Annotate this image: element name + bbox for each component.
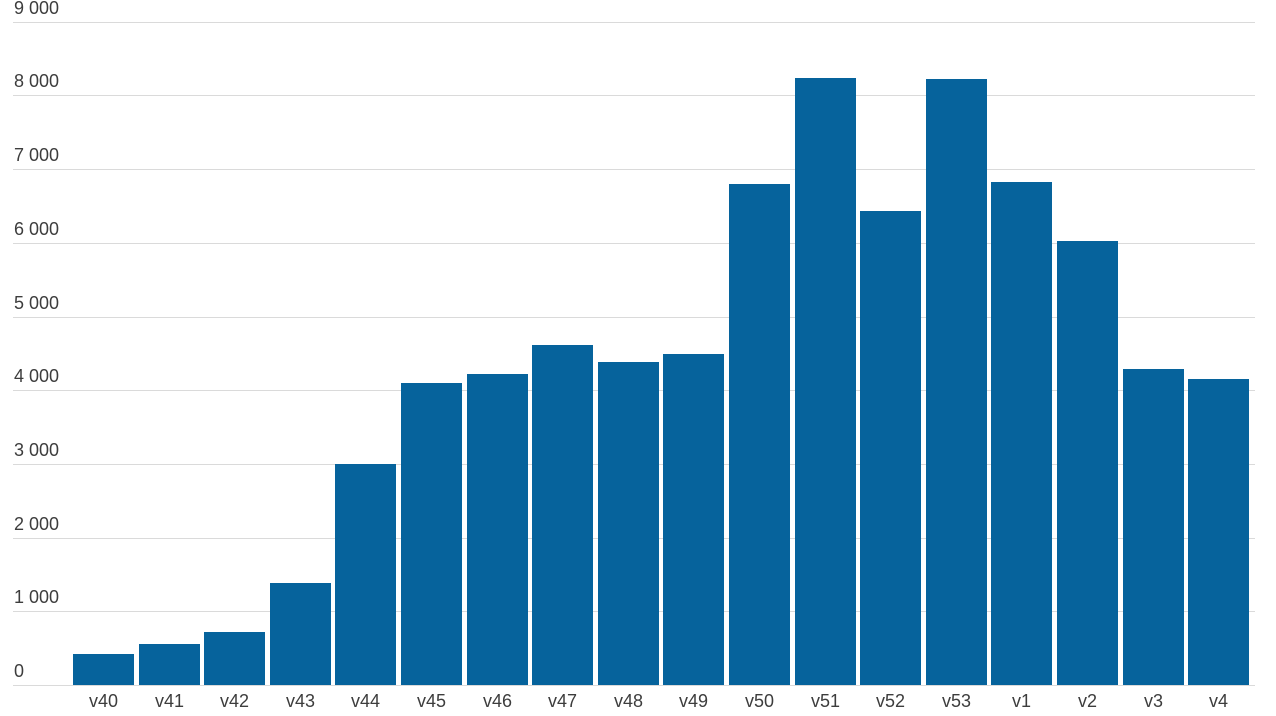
bar-v40[interactable] xyxy=(73,654,134,685)
y-axis-tick-label: 2 000 xyxy=(14,514,60,534)
x-axis-tick-label-v50: v50 xyxy=(744,691,775,711)
y-axis-tick-label: 5 000 xyxy=(14,293,60,313)
bar-v53[interactable] xyxy=(926,79,987,685)
y-axis-tick-label: 9 000 xyxy=(14,0,60,18)
bar-v48[interactable] xyxy=(598,362,659,685)
x-axis-tick-label-v47: v47 xyxy=(547,691,578,711)
y-axis-tick-label: 4 000 xyxy=(14,366,60,386)
x-axis-tick-label-v44: v44 xyxy=(350,691,381,711)
bar-v42[interactable] xyxy=(204,632,265,685)
bar-v46[interactable] xyxy=(467,374,528,685)
y-axis-tick-label: 3 000 xyxy=(14,440,60,460)
y-axis-tick-label: 7 000 xyxy=(14,145,60,165)
x-axis-tick-label-v42: v42 xyxy=(219,691,250,711)
gridline-9000 xyxy=(13,22,1255,23)
bar-v41[interactable] xyxy=(139,644,200,685)
x-axis-tick-label-v49: v49 xyxy=(678,691,709,711)
bar-v1[interactable] xyxy=(991,182,1052,685)
gridline-7000 xyxy=(13,169,1255,170)
x-axis-tick-label-v1: v1 xyxy=(1011,691,1031,711)
x-axis-tick-label-v46: v46 xyxy=(482,691,513,711)
bar-v3[interactable] xyxy=(1123,369,1184,685)
x-axis-tick-label-v48: v48 xyxy=(613,691,644,711)
x-axis-tick-label-v52: v52 xyxy=(875,691,906,711)
x-axis-tick-label-v40: v40 xyxy=(88,691,119,711)
bar-v45[interactable] xyxy=(401,383,462,685)
bar-v2[interactable] xyxy=(1057,241,1118,685)
x-axis-tick-label-v3: v3 xyxy=(1143,691,1163,711)
x-axis-tick-label-v41: v41 xyxy=(154,691,185,711)
x-axis-tick-label-v45: v45 xyxy=(416,691,447,711)
bar-v50[interactable] xyxy=(729,184,790,685)
x-axis-tick-label-v43: v43 xyxy=(285,691,316,711)
gridline-8000 xyxy=(13,95,1255,96)
y-axis-tick-label: 6 000 xyxy=(14,219,60,239)
bar-v47[interactable] xyxy=(532,345,593,685)
x-axis-tick-label-v4: v4 xyxy=(1208,691,1228,711)
x-axis-tick-label-v53: v53 xyxy=(941,691,972,711)
y-axis-tick-label: 1 000 xyxy=(14,587,60,607)
x-axis-tick-label-v51: v51 xyxy=(810,691,841,711)
gridline-0 xyxy=(13,685,1255,686)
bar-v44[interactable] xyxy=(335,464,396,685)
bar-v4[interactable] xyxy=(1188,379,1249,685)
bar-v52[interactable] xyxy=(860,211,921,685)
x-axis-tick-label-v2: v2 xyxy=(1077,691,1097,711)
y-axis-tick-label: 0 xyxy=(14,661,25,681)
bar-v49[interactable] xyxy=(663,354,724,685)
y-axis-tick-label: 8 000 xyxy=(14,71,60,91)
bar-v51[interactable] xyxy=(795,78,856,685)
bar-v43[interactable] xyxy=(270,583,331,685)
